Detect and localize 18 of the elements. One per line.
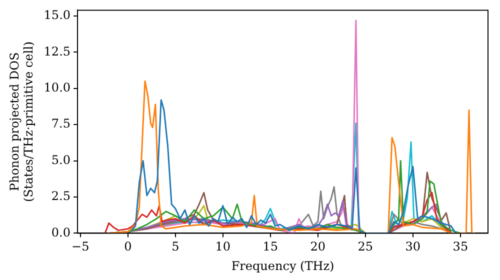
x-tick-label: 25 [358,240,374,254]
y-tick-label: 12.5 [44,44,71,58]
y-tick-label: 7.5 [51,116,71,131]
x-axis-title: Frequency (THz) [231,258,334,273]
y-tick-label: 10.0 [44,80,71,95]
x-tick-label: 0 [124,240,132,254]
x-tick-label: 15 [262,240,278,254]
x-tick-label: −5 [72,240,90,254]
x-tick-label: 35 [452,240,468,254]
y-axis-title: Phonon projected DOS (States/THz·primitive cell) [7,41,36,202]
y-tick-label: 2.5 [51,189,71,204]
y-tick-label: 5.0 [51,152,71,167]
x-tick-label: 10 [215,240,231,254]
x-tick-label: 20 [310,240,326,254]
y-tick-label: 15.0 [44,8,71,22]
y-tick-label: 0.0 [51,225,71,240]
x-tick-label: 5 [172,240,180,254]
x-tick-label: 30 [405,240,421,254]
